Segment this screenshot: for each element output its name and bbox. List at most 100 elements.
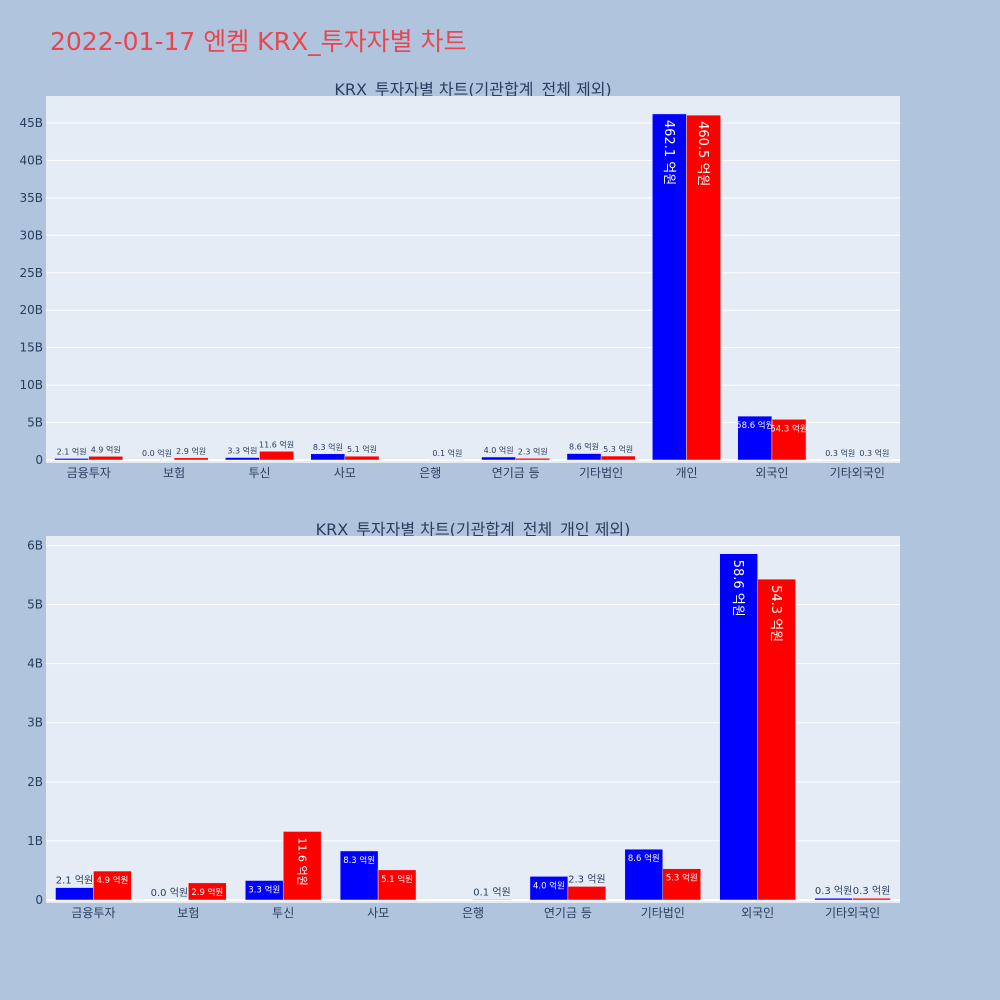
x-tick-label: 은행 (462, 905, 484, 920)
data-label: 8.3 억원 (343, 855, 375, 866)
x-tick-label: 연기금 등 (544, 906, 592, 920)
y-tick-label: 45B (19, 116, 43, 130)
data-label: 58.6 억원 (736, 420, 773, 431)
bar-개인-s1 (686, 114, 721, 461)
bar-투신-s1 (259, 451, 294, 461)
y-tick-label: 25B (19, 266, 43, 280)
bar-기타법인-s1 (600, 455, 636, 461)
data-label: 5.3 억원 (603, 444, 633, 454)
data-label: 2.9 억원 (191, 887, 223, 898)
x-tick-label: 투신 (272, 906, 294, 920)
data-label: 0.0 억원 (151, 887, 188, 899)
x-tick-label: 금융투자 (71, 906, 115, 920)
data-label: 2.3 억원 (568, 873, 605, 885)
bar-은행-s1 (472, 899, 512, 901)
y-tick-label: 30B (19, 228, 43, 242)
data-label: 58.6 억원 (730, 560, 745, 617)
bar-투신-s1 (282, 831, 322, 901)
data-label: 4.9 억원 (91, 444, 121, 454)
x-tick-label: 은행 (419, 465, 441, 480)
bar-기타외국인-s0 (814, 897, 853, 901)
bar-금융투자-s1 (88, 456, 124, 461)
x-tick-label: 연기금 등 (492, 466, 540, 480)
data-label: 3.3 억원 (227, 446, 257, 456)
x-tick-label: 사모 (367, 906, 389, 920)
bar-개인-s0 (652, 113, 687, 461)
chart-top-title: KRX_투자자별 차트(기관합계_전체 제외) (334, 80, 611, 100)
data-label: 0.3 억원 (815, 885, 852, 897)
data-label: 2.1 억원 (57, 446, 87, 456)
y-tick-label: 40B (19, 153, 43, 167)
bar-보험-s1 (173, 457, 209, 461)
bar-연기금 등-s1 (515, 458, 551, 461)
x-tick-label: 외국인 (741, 906, 774, 920)
x-tick-label: 보험 (177, 906, 199, 920)
data-label: 0.0 억원 (142, 448, 172, 458)
data-label: 4.9 억원 (96, 875, 128, 886)
data-label: 0.3 억원 (853, 885, 890, 897)
y-tick-label: 0 (35, 453, 43, 467)
y-tick-label: 5B (27, 598, 43, 612)
data-label: 0.3 억원 (859, 448, 889, 458)
data-label: 54.3 억원 (768, 585, 783, 642)
data-label: 11.6 억원 (259, 439, 294, 449)
x-tick-label: 기타외국인 (830, 466, 885, 480)
y-tick-label: 15B (19, 341, 43, 355)
data-label: 5.1 억원 (347, 444, 377, 454)
y-tick-label: 3B (27, 716, 43, 730)
y-tick-label: 35B (19, 191, 43, 205)
data-label: 54.3 억원 (770, 423, 807, 434)
data-label: 4.0 억원 (533, 880, 565, 891)
bar-보험-s1 (188, 882, 227, 901)
bar-외국인-s1 (757, 578, 796, 901)
y-tick-label: 10B (19, 378, 43, 392)
data-label: 3.3 억원 (248, 885, 280, 896)
x-tick-label: 외국인 (755, 466, 788, 480)
data-label: 8.6 억원 (569, 442, 599, 452)
data-label: 8.6 억원 (628, 853, 660, 864)
y-tick-label: 20B (19, 303, 43, 317)
bar-외국인-s1 (771, 419, 807, 461)
data-label: 2.9 억원 (176, 446, 206, 456)
x-tick-label: 기타법인 (579, 466, 623, 480)
y-tick-label: 4B (27, 657, 43, 671)
bar-사모-s1 (377, 869, 417, 901)
x-tick-label: 금융투자 (67, 466, 111, 480)
chart-top-plot-area (46, 96, 900, 463)
data-label: 5.1 억원 (381, 874, 413, 885)
data-label: 5.3 억원 (666, 873, 698, 884)
data-label: 8.3 억원 (313, 442, 343, 452)
y-tick-label: 2B (27, 775, 43, 789)
bar-외국인-s0 (737, 415, 773, 461)
bar-사모-s1 (344, 455, 380, 461)
x-tick-label: 투신 (248, 466, 270, 480)
data-label: 4.0 억원 (484, 445, 514, 455)
bar-기타외국인-s1 (852, 897, 891, 901)
bar-금융투자-s1 (93, 870, 132, 901)
data-label: 460.5 억원 (695, 121, 710, 186)
data-label: 0.1 억원 (432, 448, 462, 458)
data-label: 0.3 억원 (825, 448, 855, 458)
x-tick-label: 보험 (163, 466, 185, 480)
bar-연기금 등-s1 (567, 886, 607, 901)
data-label: 0.1 억원 (473, 886, 510, 898)
bar-기타법인-s1 (662, 868, 701, 901)
x-tick-label: 기타법인 (641, 906, 685, 920)
data-label: 2.3 억원 (518, 446, 548, 456)
page-title: 2022-01-17 엔켐 KRX_투자자별 차트 (50, 27, 467, 56)
y-tick-label: 1B (27, 834, 43, 848)
y-tick-label: 6B (27, 538, 43, 552)
bar-금융투자-s0 (55, 887, 94, 901)
bar-외국인-s0 (719, 553, 758, 901)
x-tick-label: 개인 (675, 466, 697, 480)
data-label: 11.6 억원 (295, 837, 308, 885)
x-tick-label: 기타외국인 (825, 906, 880, 920)
y-tick-label: 0 (35, 893, 43, 907)
data-label: 462.1 억원 (661, 120, 676, 185)
y-tick-label: 5B (27, 416, 43, 430)
chart-bottom-title: KRX_투자자별 차트(기관합계_전체_개인 제외) (316, 520, 631, 540)
x-tick-label: 사모 (334, 466, 356, 480)
data-label: 2.1 억원 (56, 875, 93, 887)
